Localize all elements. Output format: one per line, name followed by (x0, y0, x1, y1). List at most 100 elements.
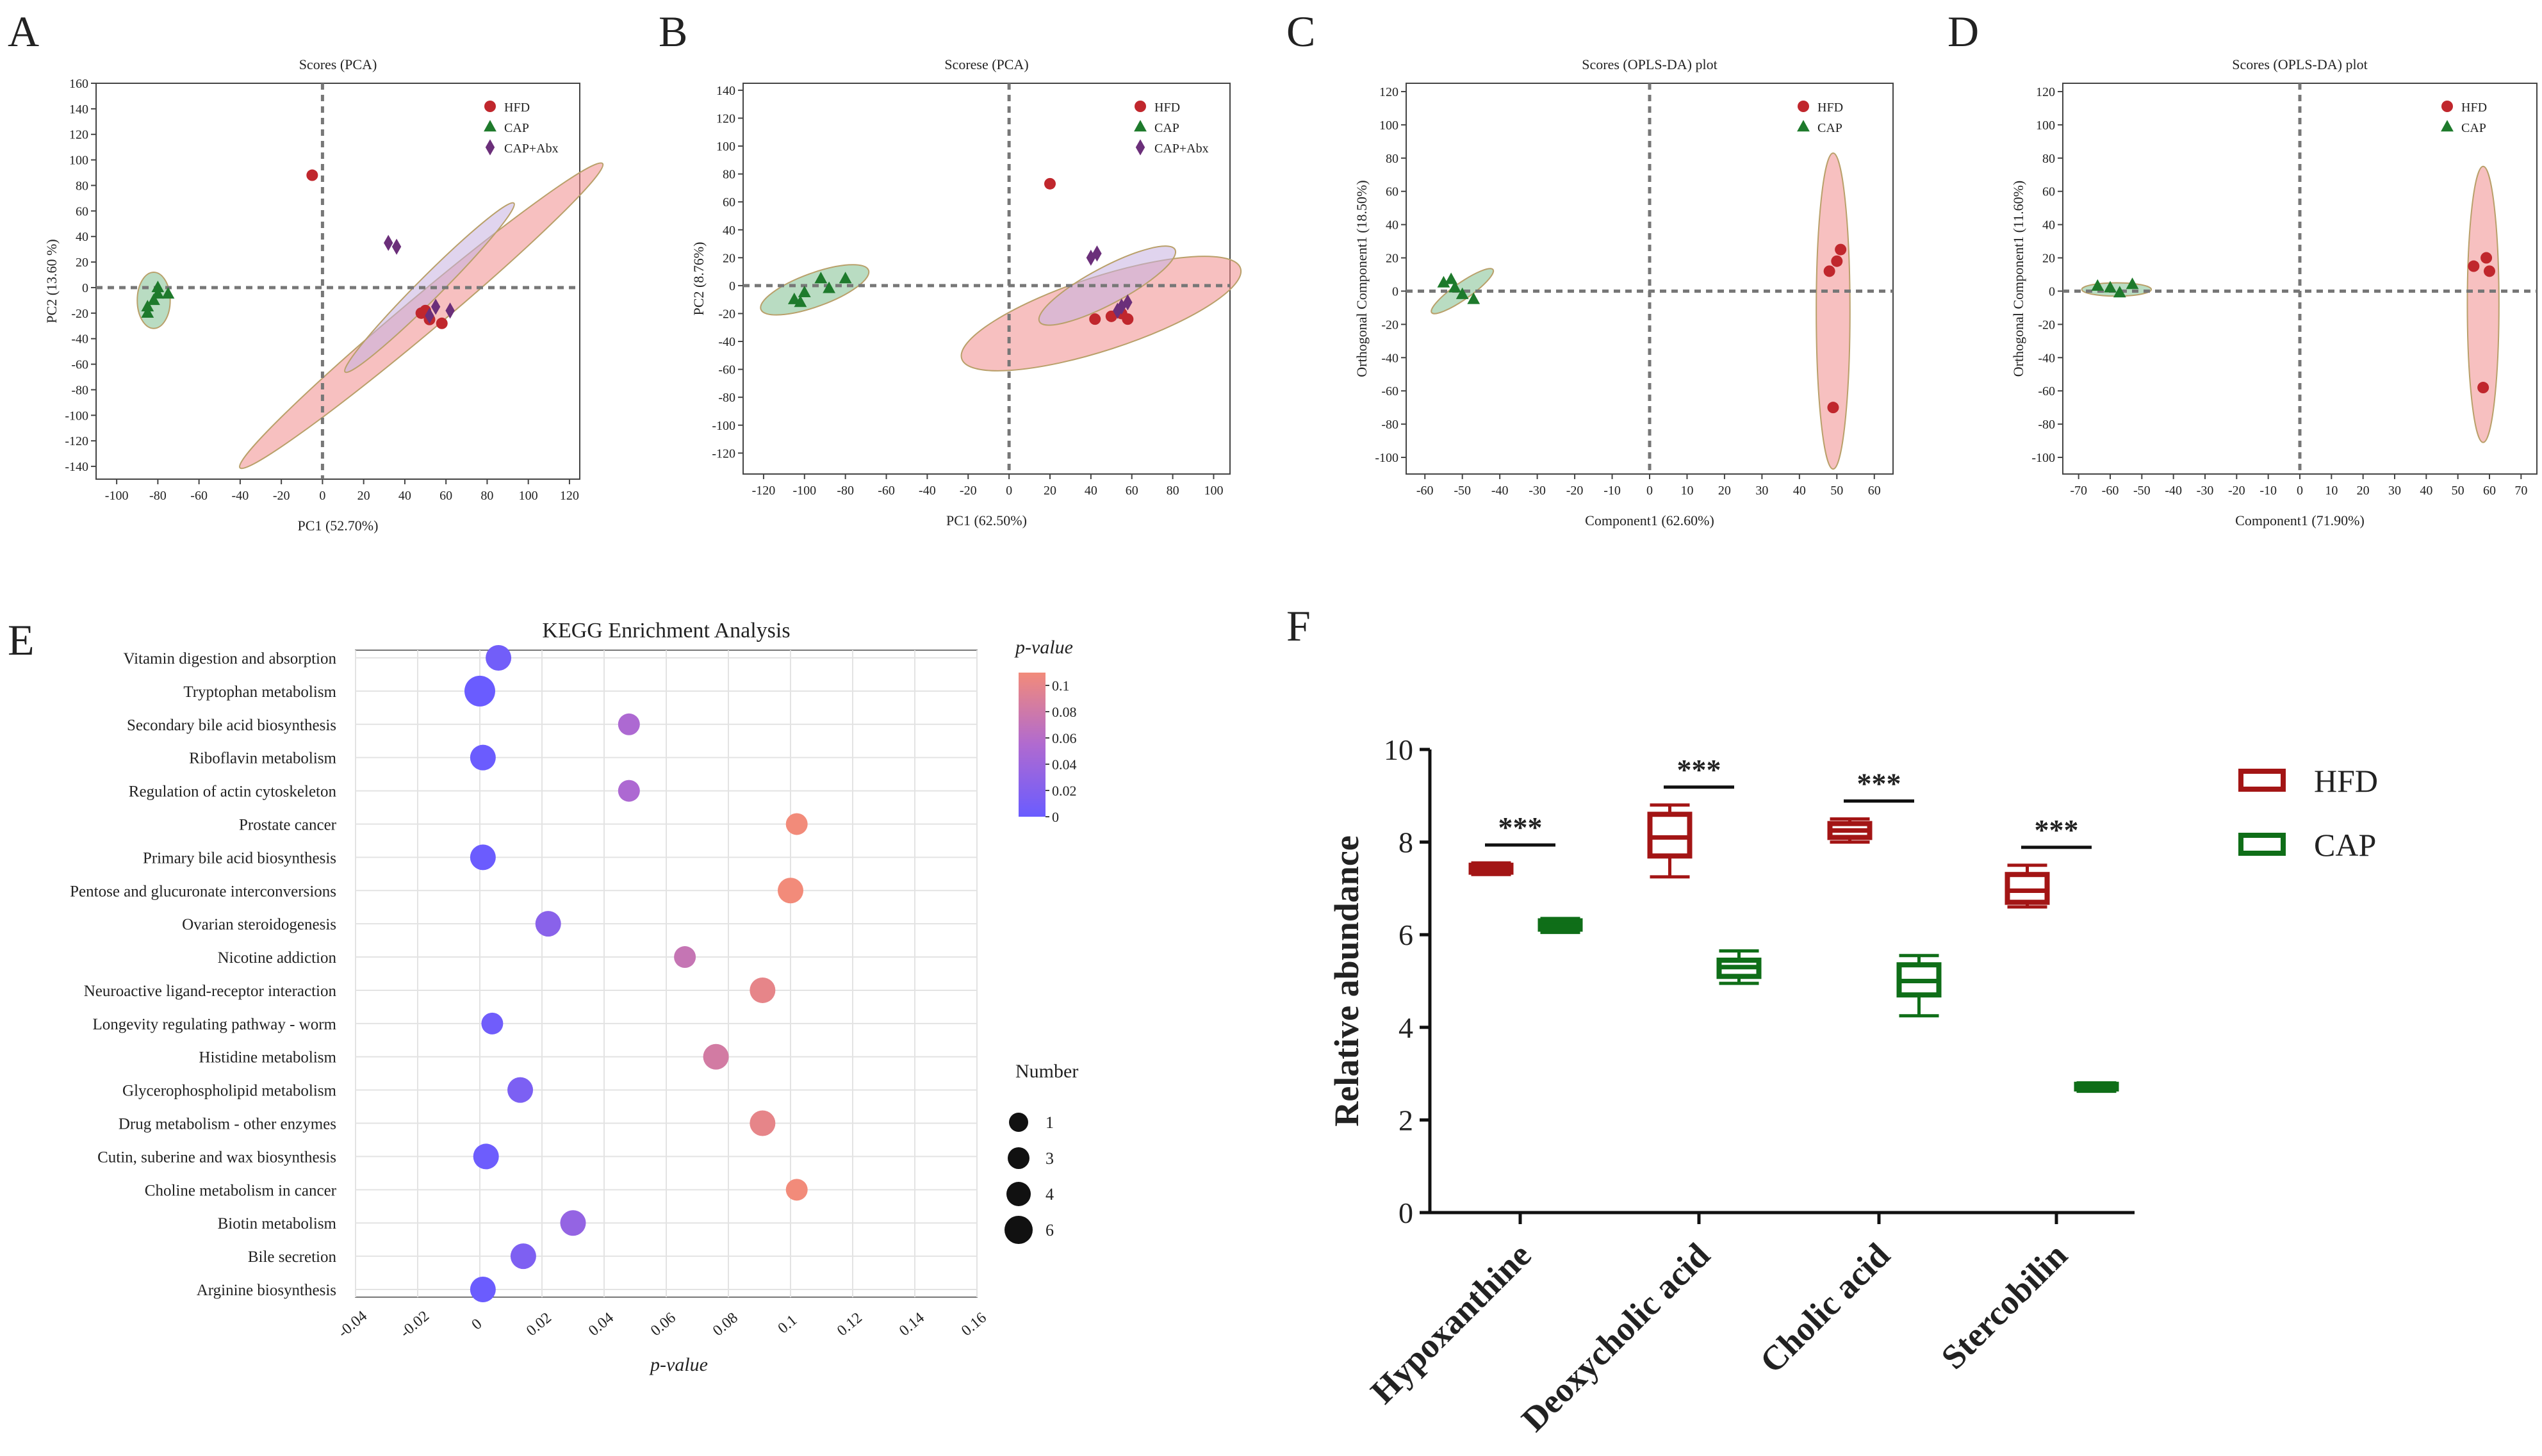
y-tick-label: 80 (1386, 152, 1398, 166)
y-tick-label: -60 (1381, 384, 1398, 398)
x-tick-label: 0.16 (958, 1309, 990, 1339)
x-axis-label: PC1 (52.70%) (298, 518, 379, 534)
point-cap (1445, 272, 1458, 284)
x-tick-label: 30 (2388, 484, 2401, 498)
point-cap (2126, 277, 2139, 290)
point-cap (1448, 281, 1461, 293)
y-tick-label: -80 (2038, 418, 2055, 432)
size-legend-label: 6 (1046, 1221, 1054, 1239)
x-tick-label: -60 (190, 489, 208, 503)
x-tick-label: 0.02 (523, 1309, 555, 1339)
enrichment-point (486, 645, 512, 671)
y-tick-label: -40 (718, 335, 735, 349)
box-hfd-1 (1647, 803, 1693, 879)
point-cap-abx (445, 302, 455, 319)
x-tick-label: 80 (480, 489, 493, 503)
legend-label: CAP (1817, 121, 1842, 135)
y-tick-label: -80 (1381, 418, 1398, 432)
legend-label: HFD (2461, 101, 2487, 115)
point-hfd (1827, 402, 1839, 414)
legend-marker (2441, 120, 2454, 132)
legend-label: CAP (2314, 827, 2376, 863)
x-tick-label: -30 (1529, 484, 1546, 498)
box-hfd-0 (1468, 861, 1514, 876)
x-tick-label: 60 (2483, 484, 2496, 498)
panel-letter-e: E (8, 616, 35, 664)
enrichment-point (674, 946, 696, 969)
x-tick-label: -60 (878, 484, 895, 498)
point-cap (794, 295, 807, 307)
x-tick-label: -70 (2070, 484, 2087, 498)
box-hfd-2 (1827, 817, 1873, 844)
y-tick-label: 0 (1392, 284, 1398, 299)
category-label: Biotin metabolism (218, 1215, 337, 1232)
y-tick-label: -120 (65, 434, 88, 448)
enrichment-point (481, 1012, 504, 1035)
y-tick-label: 120 (716, 111, 735, 126)
x-tick-label: -0.04 (335, 1308, 370, 1341)
significance-label: *** (1677, 753, 1721, 786)
y-tick-label: 8 (1398, 826, 1413, 859)
enrichment-point (470, 744, 496, 771)
y-axis-label: Relative abundance (1327, 835, 1366, 1127)
y-tick-label: 80 (723, 168, 735, 182)
color-tick-label: 0.1 (1052, 678, 1070, 694)
x-tick-label: 40 (1085, 484, 1097, 498)
enrichment-point (560, 1210, 586, 1236)
size-legend-label: 1 (1046, 1113, 1054, 1132)
legend-marker (2441, 101, 2453, 112)
y-tick-label: -140 (65, 460, 88, 474)
y-tick-label: -100 (65, 409, 88, 423)
category-label: Vitamin digestion and absorption (124, 650, 337, 667)
legend-marker (1134, 120, 1147, 132)
point-hfd (1105, 310, 1117, 322)
chart-title: Scores (PCA) (299, 56, 377, 72)
x-tick-label: 0.12 (834, 1309, 865, 1339)
y-tick-label: 80 (2042, 152, 2055, 166)
color-tick-label: 0.06 (1052, 730, 1077, 746)
x-tick-label: 0.14 (896, 1309, 928, 1339)
enrichment-point (618, 713, 640, 735)
enrichment-point (473, 1143, 499, 1170)
panel-e: -0.04 -0.02 0 0.02 0.04 0.06 0.08 0.1 0.12 0.14 0.… (70, 619, 1078, 1375)
category-label: Regulation of actin cytoskeleton (129, 783, 337, 801)
box-hfd-3 (2005, 863, 2050, 909)
panel-letter-b: B (659, 7, 687, 56)
panel-c: -60 -50 -40 -30 -20 -10 0 10 20 30 40 50 60120100806… (1354, 56, 1894, 528)
color-tick-label: 0.04 (1052, 757, 1077, 773)
x-tick-label: 30 (1755, 484, 1768, 498)
y-tick-label: 60 (1386, 185, 1398, 199)
box-body (2005, 872, 2050, 905)
x-tick-label: 0 (469, 1316, 486, 1334)
y-tick-label: 100 (2036, 119, 2055, 133)
y-tick-label: -100 (1375, 451, 1398, 465)
color-tick-label: 0.08 (1052, 704, 1077, 720)
y-tick-label: 100 (1379, 119, 1398, 133)
y-tick-label: 10 (1384, 733, 1413, 766)
enrichment-point (703, 1043, 729, 1070)
enrichment-point (510, 1243, 536, 1270)
y-tick-label: -20 (71, 307, 88, 321)
y-tick-label: -120 (712, 446, 735, 461)
y-tick-label: 0 (82, 281, 88, 295)
point-cap (151, 281, 165, 293)
y-tick-label: -40 (1381, 351, 1398, 365)
point-cap-abx (1086, 249, 1096, 266)
enrichment-point (750, 1110, 776, 1136)
legend-label: HFD (504, 101, 530, 115)
legend-label: CAP+Abx (504, 142, 559, 156)
category-label: Arginine biosynthesis (197, 1282, 336, 1299)
y-tick-label: 0 (1398, 1197, 1413, 1229)
category-label: Longevity regulating pathway - worm (93, 1016, 337, 1033)
confidence-ellipse-hfd (1816, 152, 1851, 470)
point-hfd (1823, 265, 1835, 277)
size-legend-dot (1008, 1147, 1029, 1169)
confidence-ellipse-cap (760, 264, 870, 316)
point-cap (839, 272, 852, 284)
x-tick-label: -40 (232, 489, 249, 503)
category-label: Stercobilin (1934, 1236, 2075, 1377)
y-tick-label: -100 (2031, 451, 2055, 465)
y-tick-label: 120 (1379, 85, 1398, 99)
legend-marker (485, 139, 495, 156)
point-hfd (2477, 382, 2489, 394)
